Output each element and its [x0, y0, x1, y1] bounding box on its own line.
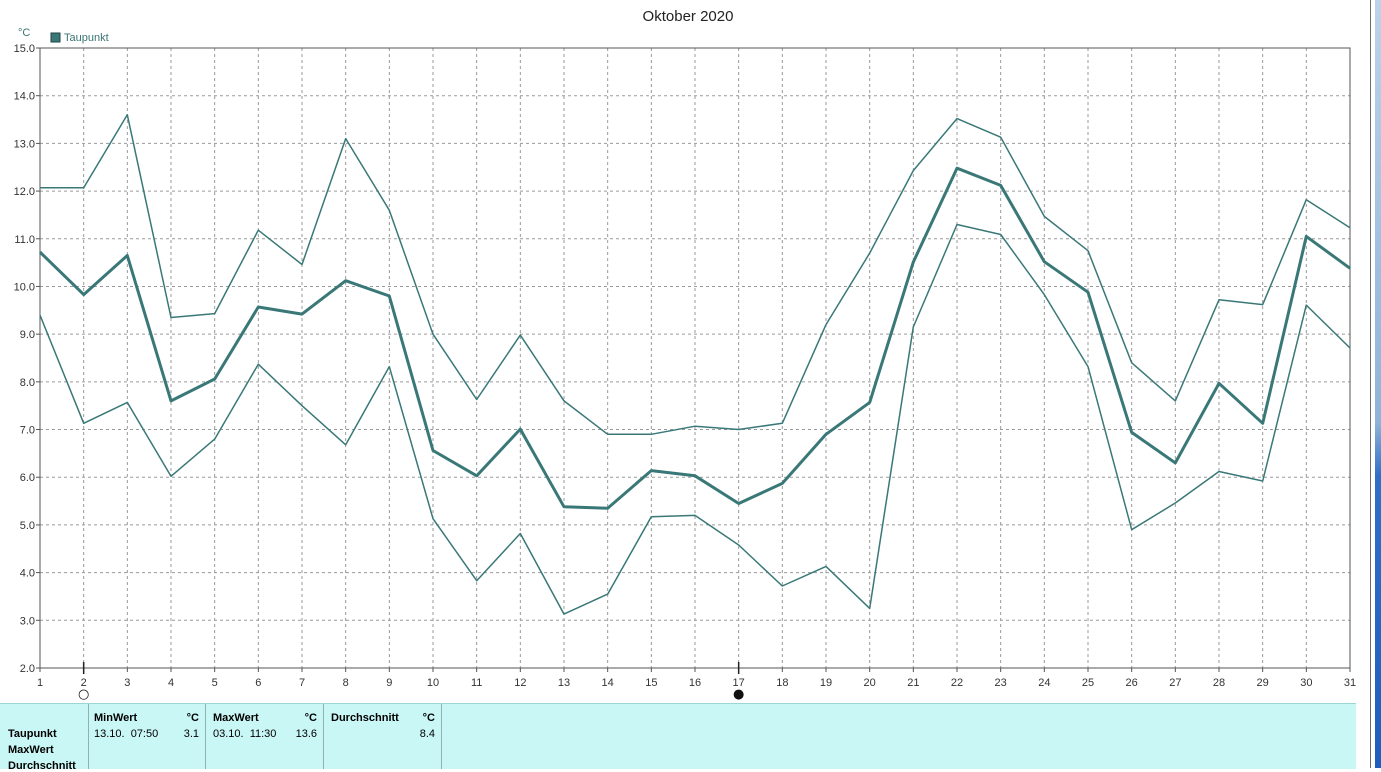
x-tick-label: 5 — [212, 677, 218, 689]
y-axis: 2.0 3.0 4.0 5.0 6.0 7.0 8.0 9.0 10.0 11.0 12.0 13.0… — [14, 43, 40, 675]
moon-phase-icon: ● — [733, 687, 744, 702]
x-tick-label: 22 — [951, 677, 963, 689]
row-label-taupunkt: Taupunkt — [8, 728, 57, 740]
y-tick-label: 10.0 — [14, 281, 35, 293]
y-tick-label: 4.0 — [20, 568, 35, 580]
chart-title: Oktober 2020 — [643, 8, 734, 25]
col-unit-durchschnitt: °C — [422, 712, 435, 724]
series-lines — [38, 114, 1351, 615]
x-tick-label: 20 — [864, 677, 876, 689]
x-tick-label: 1 — [37, 677, 43, 689]
legend-label: Taupunkt — [64, 32, 109, 44]
stats-col-maxwert: MaxWert °C 03.10. 11:30 13.6 — [205, 704, 323, 769]
x-tick-label: 21 — [907, 677, 919, 689]
x-tick-label: 10 — [427, 677, 439, 689]
x-tick-label: 7 — [299, 677, 305, 689]
x-tick-label: 14 — [602, 677, 614, 689]
y-tick-label: 8.0 — [20, 377, 35, 389]
x-tick-label: 29 — [1257, 677, 1269, 689]
y-tick-label: 6.0 — [20, 472, 35, 484]
x-tick-label: 12 — [514, 677, 526, 689]
x-tick-label: 17 — [733, 677, 745, 689]
min-value: 3.1 — [183, 728, 199, 740]
row-label-durchschnitt: Durchschnitt — [8, 760, 76, 772]
x-tick-label: 8 — [343, 677, 349, 689]
x-tick-label: 11 — [471, 677, 482, 689]
y-tick-label: 5.0 — [20, 520, 35, 532]
y-tick-label: 15.0 — [14, 43, 35, 55]
stats-panel: Taupunkt MaxWert Durchschnitt MinWert °C… — [0, 703, 1356, 772]
y-tick-label: 12.0 — [14, 186, 35, 198]
series-line-mean — [38, 166, 1351, 510]
col-head-minwert: MinWert — [94, 712, 138, 724]
y-tick-label: 9.0 — [20, 329, 35, 341]
moon-phase-icon: ○ — [78, 687, 89, 702]
min-datetime: 13.10. 07:50 — [94, 728, 159, 740]
x-tick-label: 31 — [1344, 677, 1356, 689]
x-tick-label: 6 — [255, 677, 261, 689]
x-tick-label: 19 — [820, 677, 832, 689]
x-tick-label: 18 — [776, 677, 788, 689]
x-tick-label: 15 — [645, 677, 657, 689]
col-unit-maxwert: °C — [304, 712, 317, 724]
x-tick-label: 4 — [168, 677, 174, 689]
grid — [40, 48, 1350, 668]
chart: Oktober 2020 °C Taupunkt 2.0 3.0 4.0 5.0 6.0… — [14, 8, 1357, 702]
x-tick-label: 16 — [689, 677, 701, 689]
y-tick-label: 2.0 — [20, 663, 35, 675]
x-tick-label: 28 — [1213, 677, 1225, 689]
x-axis: 1 2 3 4 5 6 7 8 9 10 11 12 13 14 15 16 17 18 19 20 21 22 23 24 2… — [37, 668, 1356, 689]
stats-col-durchschnitt: Durchschnitt °C 8.4 — [323, 704, 442, 769]
x-tick-label: 23 — [995, 677, 1007, 689]
row-label-maxwert: MaxWert — [8, 744, 54, 756]
x-tick-label: 26 — [1126, 677, 1138, 689]
x-tick-label: 9 — [386, 677, 392, 689]
x-tick-label: 25 — [1082, 677, 1094, 689]
window-edge — [1356, 0, 1381, 768]
y-tick-label: 13.0 — [14, 138, 35, 150]
series-line-min — [39, 223, 1351, 615]
moon-markers: ○ ● — [78, 662, 744, 702]
y-tick-label: 3.0 — [20, 615, 35, 627]
x-tick-label: 30 — [1300, 677, 1312, 689]
y-tick-label: 7.0 — [20, 425, 35, 437]
y-axis-unit: °C — [18, 27, 30, 39]
x-tick-label: 2 — [81, 677, 87, 689]
legend-swatch — [50, 32, 61, 43]
x-tick-label: 3 — [124, 677, 130, 689]
x-tick-label: 24 — [1038, 677, 1050, 689]
x-tick-label: 27 — [1169, 677, 1181, 689]
col-head-maxwert: MaxWert — [213, 712, 259, 724]
max-value: 13.6 — [295, 728, 317, 740]
col-head-durchschnitt: Durchschnitt — [331, 712, 399, 724]
y-tick-label: 11.0 — [14, 234, 35, 246]
avg-value: 8.4 — [419, 728, 435, 740]
x-tick-label: 13 — [558, 677, 570, 689]
series-line-max — [40, 114, 1351, 436]
max-datetime: 03.10. 11:30 — [213, 728, 277, 740]
stats-col-minwert: MinWert °C 13.10. 07:50 3.1 — [88, 704, 205, 769]
col-unit-minwert: °C — [186, 712, 199, 724]
y-tick-label: 14.0 — [14, 91, 35, 103]
